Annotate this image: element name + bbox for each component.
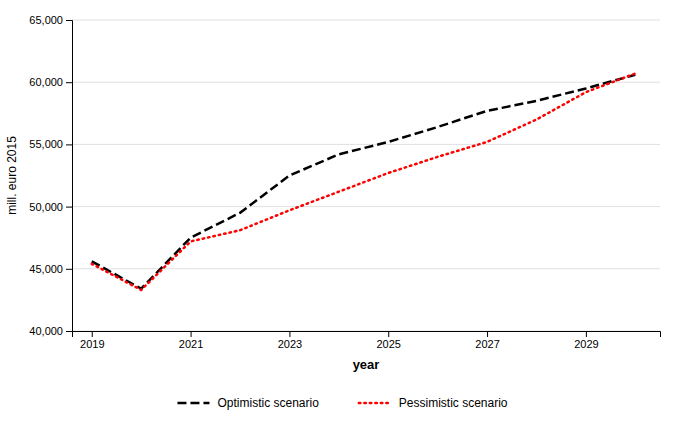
tick-mark bbox=[66, 20, 72, 21]
tick-label: 55,000 bbox=[29, 138, 63, 150]
tick: 60,000 bbox=[29, 76, 72, 88]
tick: 40,000 bbox=[29, 325, 72, 337]
tick-label: 2023 bbox=[278, 338, 302, 350]
tick: 2023 bbox=[278, 331, 302, 350]
grid-line bbox=[72, 82, 660, 83]
grid-line bbox=[72, 206, 660, 207]
chart: 2019 2021 2023 2025 2027 2029 40,000 45,000 50,0… bbox=[0, 0, 685, 421]
grid-line bbox=[72, 144, 660, 145]
tick-mark bbox=[388, 331, 389, 337]
tick-label: 2027 bbox=[475, 338, 499, 350]
tick-mark bbox=[66, 144, 72, 145]
tick-mark bbox=[191, 331, 192, 337]
legend: Optimistic scenario Pessimistic scenario bbox=[177, 396, 507, 410]
x-axis: 2019 2021 2023 2025 2027 2029 bbox=[73, 331, 661, 350]
x-axis-title: year bbox=[353, 357, 380, 372]
tick: 45,000 bbox=[29, 263, 72, 275]
tick-mark bbox=[92, 331, 93, 337]
tick-mark bbox=[66, 82, 72, 83]
y-axis-title: mill. euro 2015 bbox=[5, 136, 19, 215]
legend-item: Pessimistic scenario bbox=[359, 396, 508, 410]
tick: 2027 bbox=[475, 331, 499, 350]
tick-label: 2019 bbox=[80, 338, 104, 350]
tick-label: 65,000 bbox=[29, 14, 63, 26]
tick-mark bbox=[586, 331, 587, 337]
tick-label: 2025 bbox=[376, 338, 400, 350]
tick-label: 60,000 bbox=[29, 76, 63, 88]
axis-line bbox=[66, 21, 73, 332]
plot-area bbox=[92, 73, 636, 289]
tick-mark bbox=[66, 331, 72, 332]
tick: 50,000 bbox=[29, 201, 72, 213]
tick-mark bbox=[66, 269, 72, 270]
legend-item: Optimistic scenario bbox=[177, 396, 319, 410]
tick-label: 45,000 bbox=[29, 263, 63, 275]
tick: 55,000 bbox=[29, 138, 72, 150]
tick-label: 2029 bbox=[574, 338, 598, 350]
legend-swatch bbox=[359, 402, 391, 405]
tick: 2025 bbox=[376, 331, 400, 350]
tick-label: 2021 bbox=[179, 338, 203, 350]
legend-label: Pessimistic scenario bbox=[399, 396, 508, 410]
tick: 65,000 bbox=[29, 14, 72, 26]
line bbox=[92, 73, 636, 289]
tick-mark bbox=[66, 207, 72, 208]
grid-line bbox=[72, 20, 660, 21]
tick: 2021 bbox=[179, 331, 203, 350]
axis-line bbox=[73, 332, 661, 338]
tick-mark bbox=[487, 331, 488, 337]
legend-label: Optimistic scenario bbox=[217, 396, 319, 410]
tick: 2029 bbox=[574, 331, 598, 350]
legend-swatch bbox=[177, 402, 209, 405]
grid bbox=[72, 20, 660, 331]
tick-label: 40,000 bbox=[29, 325, 63, 337]
tick-mark bbox=[289, 331, 290, 337]
tick-label: 50,000 bbox=[29, 201, 63, 213]
tick: 2019 bbox=[80, 331, 104, 350]
y-axis: 40,000 45,000 50,000 55,000 60,000 65,000 bbox=[29, 14, 72, 337]
